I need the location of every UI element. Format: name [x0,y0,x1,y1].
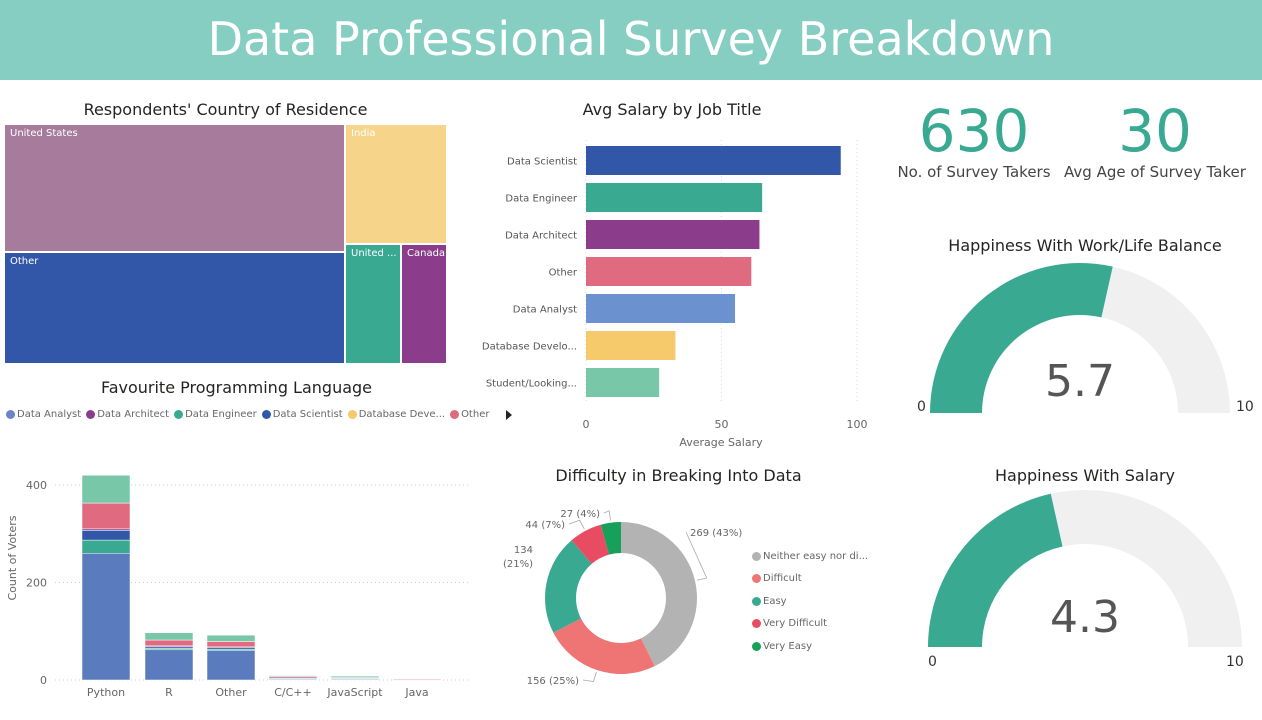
treemap-title: Respondents' Country of Residence [83,100,368,119]
gauge-fill [930,263,1113,413]
donut-leader-line [685,531,708,581]
legend-item-data-scientist[interactable]: Data Scientist [261,409,343,420]
salary-bar[interactable] [586,368,660,397]
salary-category-label: Data Scientist [507,157,577,168]
legend-item-easy[interactable]: Easy [752,590,868,613]
donut-slice[interactable] [621,522,697,667]
donut-leader-line [582,671,597,683]
donut-slice[interactable] [600,522,621,555]
salary-x-axis-label: Average Salary [679,436,763,449]
salary-category-label: Other [549,268,578,279]
language-y-axis-label: Count of Voters [6,515,19,600]
kpi-survey-takers: 630 No. of Survey Takers [893,99,1055,181]
legend-item-data-engineer[interactable]: Data Engineer [174,409,257,420]
difficulty-chart-title: Difficulty in Breaking Into Data [555,466,802,485]
salary-bar[interactable] [586,331,676,360]
salary-category-label: Data Architect [505,231,577,242]
salary-bar[interactable] [586,257,752,286]
donut-leader-line [568,519,585,530]
language-bar-segment[interactable] [81,502,131,530]
gauge-worklife-value: 5.7 [1045,356,1115,407]
salary-chart-title: Avg Salary by Job Title [582,100,762,119]
donut-data-label: 27 (4%) [560,509,600,520]
language-category-label: C/C++ [274,686,312,699]
donut-slice[interactable] [571,524,610,564]
language-y-tick: 400 [26,479,47,492]
donut-data-label: 269 (43%) [690,528,742,539]
treemap-cell-united-states[interactable]: United States [5,125,344,251]
language-bar-segment[interactable] [330,675,380,678]
salary-x-tick: 100 [847,418,868,431]
salary-bar[interactable] [586,220,760,249]
legend-item-other[interactable]: Other [450,409,489,420]
salary-bar[interactable] [586,146,841,175]
language-category-label: JavaScript [326,686,383,699]
gauge-salary-max: 10 [1226,654,1244,670]
gauge-salary-title: Happiness With Salary [994,466,1175,485]
language-bar-segment[interactable] [144,649,194,681]
salary-x-tick: 0 [583,418,590,431]
difficulty-legend: Neither easy nor di... Difficult Easy Ve… [752,545,868,658]
gauge-worklife-title: Happiness With Work/Life Balance [948,236,1222,255]
language-bar-segment[interactable] [206,650,256,681]
gauge-salary-value: 4.3 [1050,592,1120,643]
page-title: Data Professional Survey Breakdown [207,12,1055,66]
title-banner: Data Professional Survey Breakdown [0,0,1262,80]
language-y-tick: 200 [26,577,47,590]
donut-data-label: 134 [514,545,533,556]
legend-item-data-analyst[interactable]: Data Analyst [6,409,81,420]
language-category-label: Java [404,686,428,699]
kpi-avg-age-label: Avg Age of Survey Taker [1064,163,1246,181]
gauge-fill [928,493,1063,647]
treemap-cell-other[interactable]: Other [5,253,344,363]
legend-next-arrow-icon[interactable] [506,409,513,420]
kpi-survey-takers-value: 630 [918,97,1030,165]
salary-category-label: Data Analyst [513,305,577,316]
salary-bar[interactable] [586,294,736,323]
donut-data-label: (21%) [503,559,533,570]
legend-item-very-easy[interactable]: Very Easy [752,635,868,658]
salary-x-tick: 50 [715,418,729,431]
language-chart-title: Favourite Programming Language [100,378,373,397]
gauge-worklife-max: 10 [1236,399,1254,415]
donut-data-label: 156 (25%) [527,676,579,687]
treemap-cell-canada[interactable]: Canada [402,245,446,363]
language-category-label: Python [87,686,125,699]
salary-category-label: Database Develo... [482,342,577,353]
kpi-avg-age-value: 30 [1118,97,1192,165]
donut-leader-line [603,510,611,521]
language-y-tick: 0 [40,674,47,687]
legend-item-very-difficult[interactable]: Very Difficult [752,613,868,636]
treemap-cell-united-kingdom[interactable]: United ... [346,245,400,363]
legend-item-difficult[interactable]: Difficult [752,568,868,591]
salary-bar[interactable] [586,183,763,212]
kpi-survey-takers-label: No. of Survey Takers [897,163,1051,181]
language-legend: Data Analyst Data Architect Data Enginee… [6,409,513,420]
legend-item-neither[interactable]: Neither easy nor di... [752,545,868,568]
language-category-label: Other [215,686,247,699]
language-bar-segment[interactable] [206,634,256,642]
salary-category-label: Student/Looking... [486,379,577,390]
salary-category-label: Data Engineer [505,194,577,205]
language-bar-segment[interactable] [81,475,131,504]
gauge-salary-min: 0 [928,654,937,670]
gauge-worklife-min: 0 [917,399,926,415]
language-bar-segment[interactable] [268,675,318,677]
treemap-cell-india[interactable]: India [346,125,446,243]
language-bar-segment[interactable] [144,632,194,641]
donut-slice[interactable] [553,618,655,674]
legend-item-database-developer[interactable]: Database Deve... [347,409,445,420]
kpi-avg-age: 30 Avg Age of Survey Taker [1060,99,1250,181]
language-category-label: R [165,686,173,699]
donut-slice[interactable] [545,540,592,633]
language-bar-segment[interactable] [392,678,442,681]
donut-data-label: 44 (7%) [525,520,565,531]
legend-item-data-architect[interactable]: Data Architect [86,409,169,420]
